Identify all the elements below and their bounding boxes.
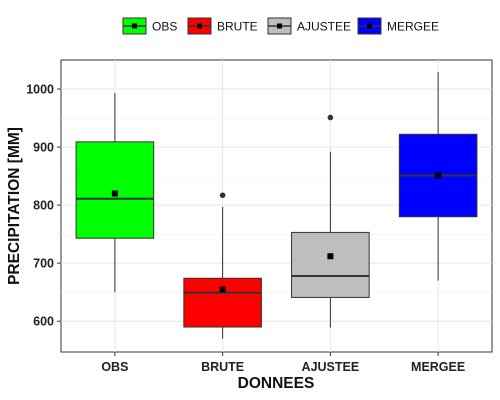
legend-item-ajustee: AJUSTEE bbox=[267, 17, 351, 35]
box-obs bbox=[75, 93, 155, 293]
legend-key-mean bbox=[197, 23, 202, 29]
y-tick-label: 700 bbox=[33, 257, 54, 271]
x-tick-label: AJUSTEE bbox=[302, 360, 360, 374]
y-tick-label: 900 bbox=[33, 141, 54, 155]
outlier-point bbox=[219, 192, 226, 199]
box-brute bbox=[183, 192, 262, 339]
y-tick-label: 600 bbox=[33, 315, 54, 329]
y-axis-title: PRECIPITATION [MM] bbox=[6, 127, 23, 285]
legend: OBS BRUTE AJUSTEE MERGEE bbox=[122, 17, 439, 35]
x-tick-label: MERGEE bbox=[411, 360, 465, 374]
outlier-point bbox=[327, 114, 334, 121]
legend-label: OBS bbox=[152, 20, 177, 34]
mean-marker bbox=[327, 253, 334, 260]
y-tick-label: 1000 bbox=[26, 83, 54, 97]
box-iqr bbox=[291, 231, 370, 298]
legend-key-mean bbox=[367, 23, 372, 29]
mean-marker bbox=[111, 190, 118, 197]
boxes bbox=[75, 72, 478, 339]
x-axis-title: DONNEES bbox=[238, 375, 315, 392]
mean-marker bbox=[219, 286, 226, 293]
box-iqr bbox=[75, 141, 155, 239]
legend-key-mean bbox=[132, 23, 137, 29]
legend-label: AJUSTEE bbox=[297, 20, 351, 34]
box-mergee bbox=[398, 72, 478, 281]
legend-key-mean bbox=[277, 23, 282, 29]
legend-label: MERGEE bbox=[387, 20, 439, 34]
legend-label: BRUTE bbox=[217, 20, 258, 34]
x-ticks: OBS BRUTE AJUSTEE MERGEE bbox=[101, 352, 465, 374]
x-tick-label: BRUTE bbox=[201, 360, 244, 374]
x-tick-label: OBS bbox=[101, 360, 128, 374]
legend-item-brute: BRUTE bbox=[187, 17, 258, 35]
y-tick-label: 800 bbox=[33, 199, 54, 213]
mean-marker bbox=[435, 172, 442, 179]
y-ticks: 600 700 800 900 1000 bbox=[26, 83, 61, 329]
box-ajustee bbox=[291, 114, 370, 328]
box-iqr bbox=[183, 277, 262, 328]
legend-item-obs: OBS bbox=[122, 17, 177, 35]
legend-item-mergee: MERGEE bbox=[357, 17, 439, 35]
